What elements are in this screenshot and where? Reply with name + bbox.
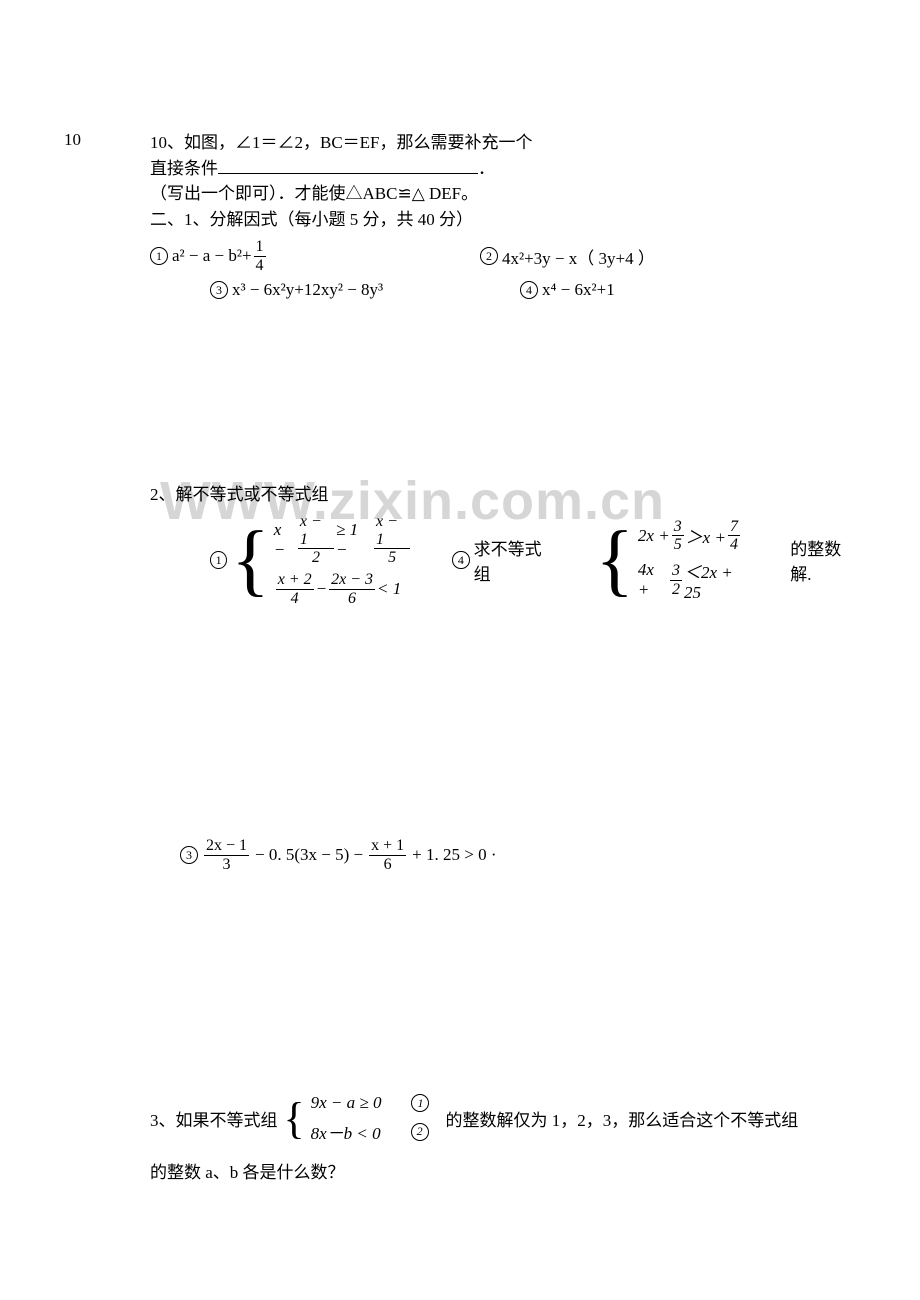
circled-4-icon: 4 bbox=[520, 281, 538, 299]
q10-line2: 直接条件 ． bbox=[150, 156, 860, 182]
expr-1: a² − a − b²+ bbox=[172, 246, 252, 266]
math-row-2: 3 x³ − 6x²y+12xy² − 8y³ 4 x⁴ − 6x²+1 bbox=[210, 280, 860, 300]
sec4-line1: 9x − a ≥ 0 1 bbox=[311, 1093, 434, 1113]
sys-tail: 的整数解. bbox=[790, 535, 860, 585]
factor-item-2: 2 4x²+3y − x（ 3y+4 ） bbox=[480, 244, 655, 269]
q10-line3: （写出一个即可）．才能使△ABC≌△ DEF。 bbox=[150, 181, 860, 207]
sys2-line2: 4x + 32 ＜2x + 25 bbox=[638, 558, 750, 603]
sec4-line2: 8x－b < 0 2 bbox=[311, 1119, 434, 1144]
brace-icon-3: { bbox=[284, 1099, 305, 1139]
section2-header: 2、解不等式或不等式组 bbox=[150, 480, 860, 505]
question-number-outer: 10 bbox=[64, 130, 81, 150]
q10-line4: 二、1、分解因式（每小题 5 分，共 40 分） bbox=[150, 207, 860, 233]
section-4: 3、如果不等式组 { 9x − a ≥ 0 1 8x－b < 0 2 的整数解仅… bbox=[150, 1093, 860, 1183]
fill-blank bbox=[218, 157, 478, 174]
q10-line1: 10、如图，∠1＝∠2，BC＝EF，那么需要补充一个 bbox=[150, 130, 860, 156]
circled-3-icon: 3 bbox=[210, 281, 228, 299]
circled-2c-icon: 2 bbox=[411, 1123, 429, 1141]
sys1-line1: x − x − 12 ≥ 1 − x − 15 bbox=[274, 513, 412, 567]
sec4-tail: 的整数 a、b 各是什么数？ bbox=[150, 1158, 860, 1183]
q10-l2-post: ． bbox=[478, 159, 495, 178]
systems-row: 1 { x − x − 12 ≥ 1 − x − 15 x + 24 − 2x … bbox=[210, 513, 860, 607]
inequality-3: 3 2x − 13 − 0. 5(3x − 5) − x + 16 + 1. 2… bbox=[180, 837, 860, 873]
expr-3: x³ − 6x²y+12xy² − 8y³ bbox=[232, 280, 383, 300]
math-row-1: 1 a² − a − b²+ 1 4 2 4x²+3y − x（ 3y+4 ） bbox=[150, 238, 860, 274]
expr-2: 4x²+3y − x（ 3y+4 ） bbox=[502, 244, 655, 269]
circled-3b-icon: 3 bbox=[180, 846, 198, 864]
brace-icon: { bbox=[231, 524, 269, 596]
circled-4b-icon: 4 bbox=[452, 551, 469, 569]
mid-text: 4 求不等式组 bbox=[452, 535, 555, 585]
sys1-line2: x + 24 − 2x − 36 < 1 bbox=[274, 571, 412, 607]
sys2-line1: 2x + 35 ＞x + 74 bbox=[638, 518, 750, 554]
factor-item-3: 3 x³ − 6x²y+12xy² − 8y³ bbox=[210, 280, 520, 300]
system-1: 1 { x − x − 12 ≥ 1 − x − 15 x + 24 − 2x … bbox=[210, 513, 412, 607]
factor-item-1: 1 a² − a − b²+ 1 4 bbox=[150, 238, 480, 274]
section-3: 3 2x − 13 − 0. 5(3x − 5) − x + 16 + 1. 2… bbox=[180, 837, 860, 873]
q10-l2-pre: 直接条件 bbox=[150, 159, 218, 178]
frac-1-4: 1 4 bbox=[254, 238, 266, 274]
expr-4: x⁴ − 6x²+1 bbox=[542, 280, 615, 300]
circled-1-icon: 1 bbox=[150, 247, 168, 265]
brace-icon-2: { bbox=[596, 524, 634, 596]
system-2: { 2x + 35 ＞x + 74 4x + 32 ＜2x + 25 bbox=[596, 518, 751, 603]
sec4-row: 3、如果不等式组 { 9x − a ≥ 0 1 8x－b < 0 2 的整数解仅… bbox=[150, 1093, 860, 1144]
circled-1b-icon: 1 bbox=[210, 551, 227, 569]
section-2: 2、解不等式或不等式组 1 { x − x − 12 ≥ 1 − x − 15 … bbox=[100, 480, 860, 607]
factor-item-4: 4 x⁴ − 6x²+1 bbox=[520, 280, 615, 300]
circled-1c-icon: 1 bbox=[411, 1094, 429, 1112]
circled-2-icon: 2 bbox=[480, 247, 498, 265]
